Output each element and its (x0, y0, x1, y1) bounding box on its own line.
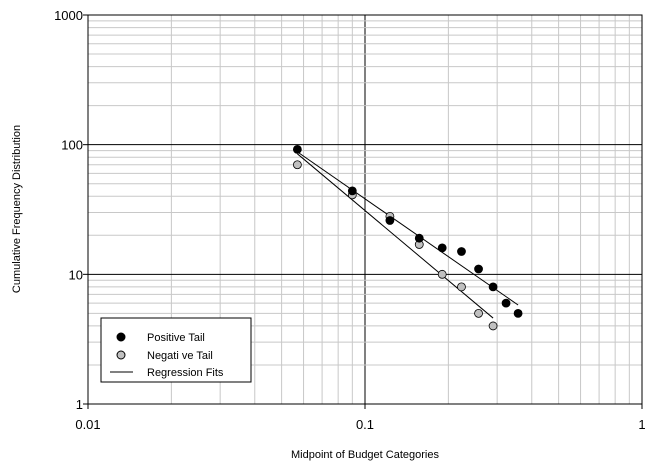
negative-tail-point (488, 321, 498, 331)
positive-tail-point (513, 308, 523, 318)
positive-tail-point (414, 233, 424, 243)
regression-line-positive-tail (297, 151, 519, 306)
legend-label-regression-fits: Regression Fits (147, 367, 224, 379)
x-tick-label: 1 (638, 417, 645, 432)
legend-label-positive-tail: Positive Tail (147, 332, 205, 344)
positive-tail-point (347, 186, 357, 196)
legend-marker-negative-tail (116, 350, 126, 360)
legend-label-negative-tail: Negati ve Tail (147, 350, 213, 362)
legend: Positive Tail Negati ve Tail Regression … (100, 317, 252, 383)
axis-ticks: 0.01 0.1 1 1 10 100 1000 (54, 8, 646, 432)
y-tick-label: 1000 (54, 8, 83, 23)
positive-tail-point (457, 247, 466, 256)
negative-tail-point (437, 269, 447, 279)
data-points (292, 144, 523, 331)
positive-tail-point (501, 298, 511, 308)
negative-tail-point (474, 308, 483, 318)
y-tick-label: 10 (69, 267, 83, 282)
x-tick-label: 0.01 (75, 417, 100, 432)
y-tick-label: 1 (76, 397, 83, 412)
negative-tail-point (292, 160, 302, 170)
x-axis-title: Midpoint of Budget Categories (291, 449, 439, 461)
y-axis-title: Cumulative Frequency Distribution (11, 125, 23, 293)
grid (87, 15, 642, 405)
y-tick-label: 100 (61, 138, 83, 153)
legend-marker-positive-tail (116, 332, 126, 342)
positive-tail-point (385, 216, 395, 225)
positive-tail-point (292, 144, 302, 154)
positive-tail-point (474, 264, 483, 274)
positive-tail-point (437, 243, 447, 253)
x-tick-label: 0.1 (356, 417, 374, 432)
positive-tail-point (488, 282, 498, 292)
negative-tail-point (457, 282, 466, 292)
legend-box (100, 317, 252, 383)
